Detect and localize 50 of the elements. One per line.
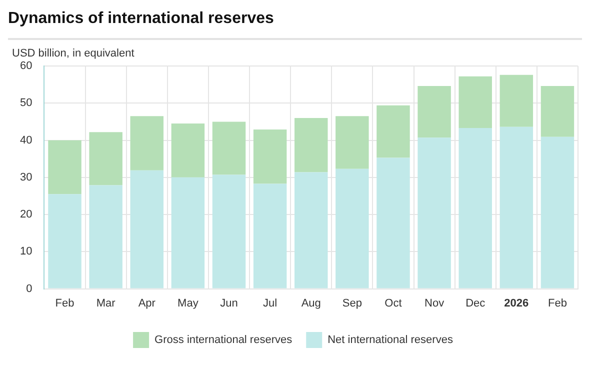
bar [376,158,410,288]
legend-label: Net international reserves [328,334,454,346]
y-tick-label: 40 [20,134,32,146]
bar [458,128,492,288]
x-tick-label: Mar [96,297,116,310]
bar [294,118,328,172]
bar [212,122,246,175]
bar [500,74,534,127]
x-tick-label: Oct [384,297,402,310]
y-tick-label: 10 [20,246,32,258]
legend-label: Gross international reserves [154,334,293,346]
y-tick-label: 30 [20,171,32,184]
x-tick-label: Dec [466,297,486,310]
x-tick-label: Jul [263,297,278,310]
bar [336,168,369,288]
bar [130,170,164,288]
x-tick-label: May [178,297,199,310]
bar [130,116,164,170]
y-tick-label: 0 [26,282,32,295]
bar [48,140,82,194]
bar [89,185,122,288]
bar [540,136,574,288]
bar [171,124,205,178]
y-axis-title: USD billion, in equivalent [12,48,134,60]
bar [540,86,574,137]
bar [376,105,410,158]
bar [48,194,82,288]
bar [89,132,122,186]
x-tick-label: Apr [138,297,156,310]
bar [458,76,492,128]
x-tick-label: Feb [548,297,567,310]
x-tick-label: Sep [342,297,362,310]
y-tick-label: 60 [20,60,32,72]
bar [418,86,451,138]
x-tick-label: Nov [424,297,445,310]
x-tick-label: Aug [301,297,321,310]
x-tick-label: Jun [220,297,238,310]
bar [171,177,205,288]
bar [212,174,246,288]
bar [418,138,451,288]
bar [253,184,287,288]
chart-title: Dynamics of international reserves [8,8,582,40]
x-tick-label: 2026 [504,297,529,310]
y-tick-label: 50 [20,97,32,110]
x-tick-label: Feb [55,297,74,310]
bar [253,130,287,184]
bar [500,126,534,288]
y-tick-label: 20 [20,208,32,221]
bar [336,116,369,169]
bar [294,172,328,288]
